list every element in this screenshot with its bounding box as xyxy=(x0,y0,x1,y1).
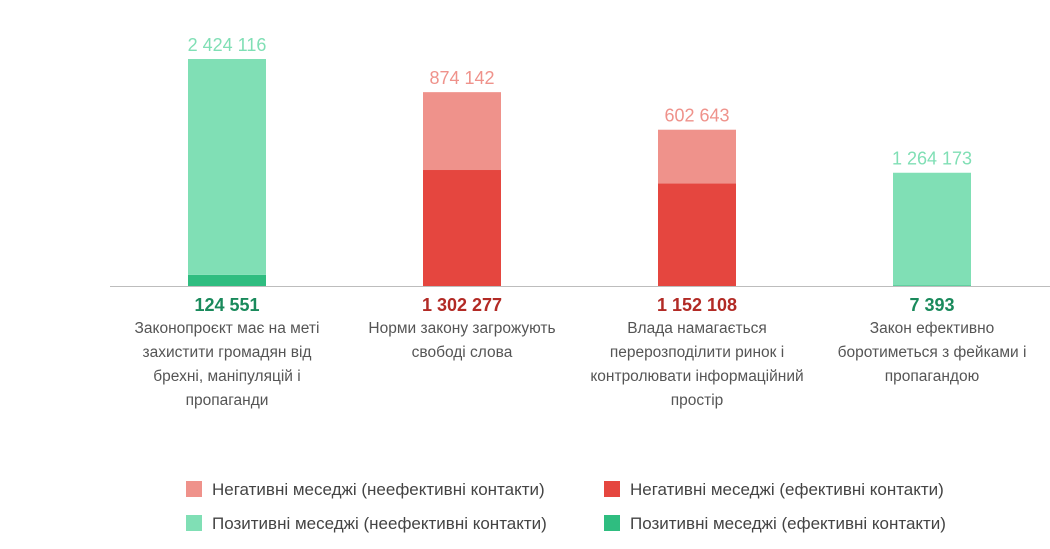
value-label-ineffective-1: 2 424 116 xyxy=(188,35,267,55)
legend-swatch-1 xyxy=(186,481,202,497)
legend-label-1: Негативні меседжі (неефективні контакти) xyxy=(212,480,545,499)
category-label-3-line-3: контролювати інформаційний xyxy=(590,368,803,385)
legend-label-4: Позитивні меседжі (ефективні контакти) xyxy=(630,514,946,533)
value-label-effective-2: 1 302 277 xyxy=(422,295,502,315)
value-label-effective-4: 7 393 xyxy=(909,295,954,315)
bar-ineffective-3 xyxy=(658,129,736,184)
bar-ineffective-2 xyxy=(423,92,501,171)
category-label-4-line-2: боротиметься з фейками і xyxy=(838,344,1027,361)
value-label-ineffective-4: 1 264 173 xyxy=(892,149,972,169)
value-label-effective-3: 1 152 108 xyxy=(657,295,737,315)
category-label-3-line-1: Влада намагається xyxy=(627,320,767,337)
value-label-ineffective-3: 602 643 xyxy=(664,106,729,126)
bar-effective-4 xyxy=(893,285,971,286)
value-label-effective-1: 124 551 xyxy=(194,295,259,315)
category-label-4-line-1: Закон ефективно xyxy=(870,320,995,337)
legend-swatch-2 xyxy=(604,481,620,497)
category-label-3-line-2: перерозподілити ринок і xyxy=(610,344,784,361)
bar-ineffective-1 xyxy=(188,59,266,275)
category-label-4-line-3: пропагандою xyxy=(885,368,979,385)
bar-effective-3 xyxy=(658,183,736,286)
category-label-2-line-2: свободі слова xyxy=(412,344,513,361)
legend-label-2: Негативні меседжі (ефективні контакти) xyxy=(630,480,944,499)
category-label-3-line-4: простір xyxy=(671,392,724,409)
legend-swatch-4 xyxy=(604,515,620,531)
bar-ineffective-4 xyxy=(893,172,971,286)
category-label-1-line-1: Законопроєкт має на меті xyxy=(135,320,320,337)
category-label-1-line-2: захистити громадян від xyxy=(143,344,312,361)
category-label-1-line-4: пропаганди xyxy=(186,392,269,409)
legend-swatch-3 xyxy=(186,515,202,531)
value-label-ineffective-2: 874 142 xyxy=(429,68,494,88)
category-label-2-line-1: Норми закону загрожують xyxy=(368,320,555,337)
bar-effective-2 xyxy=(423,170,501,286)
bar-effective-1 xyxy=(188,274,266,286)
category-label-1-line-3: брехні, маніпуляцій і xyxy=(153,368,300,385)
legend-label-3: Позитивні меседжі (неефективні контакти) xyxy=(212,514,547,533)
